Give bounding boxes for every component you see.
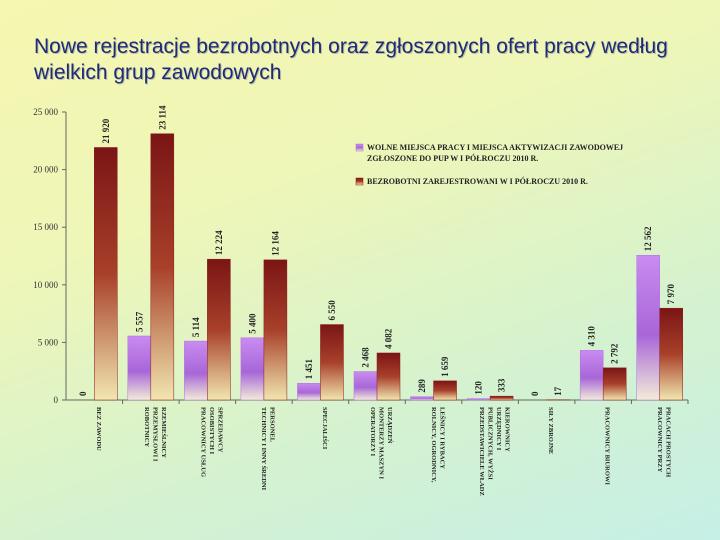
legend-swatch (355, 177, 364, 186)
page-title: Nowe rejestracje bezrobotnych oraz zgłos… (34, 35, 668, 84)
data-label: 12 224 (214, 230, 224, 255)
bar (263, 259, 288, 401)
bar (466, 398, 491, 401)
x-tick-label: PRZEDSTAWICIELE WŁADZ (478, 407, 485, 496)
bar (579, 350, 604, 401)
bar (207, 258, 231, 401)
x-axis: BEZ ZAWODU ROBOTNICY PRZEMYSŁOWI I RZEMIEŚL… (95, 400, 689, 496)
x-tick-label: URZĘDNICY I (495, 407, 502, 451)
data-label: 2 468 (361, 347, 371, 368)
data-label: 5 400 (247, 313, 257, 334)
data-label: 17 (553, 386, 563, 396)
legend-label: BEZROBOTNI ZAREJESTROWANI W I PÓŁROCZU 2… (367, 176, 588, 186)
x-tick-label: BEZ ZAWODU (95, 407, 102, 451)
legend: WOLNE MIEJSCA PRACY I MIEJSCA AKTYWIZACJ… (355, 143, 623, 186)
y-tick-label: 5 000 (38, 337, 59, 347)
x-tick-label: MONTERZY MASZYN I (378, 407, 385, 479)
legend-label: ZGŁOSZONE DO PUP W I PÓŁROCZU 2010 R. (367, 153, 538, 163)
data-label: 7 970 (666, 283, 676, 304)
y-tick-label: 0 (54, 395, 59, 405)
x-tick-label: PUBLICZNYCH, WYŻSI (486, 407, 493, 480)
x-tick-label: URZĄDZEŃ (386, 407, 394, 444)
data-label: 120 (474, 381, 484, 395)
bar (297, 383, 321, 401)
data-label: 5 114 (191, 317, 201, 337)
x-tick-label: ROLNICY, OGRODNICY, (430, 407, 437, 483)
data-label: 6 550 (327, 300, 337, 321)
bar (659, 307, 683, 401)
legend-label: WOLNE MIEJSCA PRACY I MIEJSCA AKTYWIZACJ… (367, 143, 623, 152)
x-tick-label: SPRZEDAWCY (216, 407, 223, 453)
x-tick-label: SPECJALIŚCI (321, 407, 329, 450)
x-tick-label: RZEMIEŚLNICY (160, 407, 168, 458)
bar (489, 395, 514, 401)
x-tick-label: SIŁY ZBROJNE (547, 407, 554, 454)
bar (320, 324, 344, 401)
data-label: 0 (78, 391, 88, 396)
x-tick-label: PRACOWNICY BIUROWI (604, 407, 611, 485)
y-tick-label: 25 000 (33, 107, 58, 117)
x-tick-label: KIEROWNICY (503, 407, 510, 452)
data-label: 1 451 (304, 359, 314, 380)
x-tick-label: ROBOTNICY (143, 407, 150, 447)
bar (353, 371, 378, 401)
bar (636, 255, 660, 401)
data-label: 12 164 (270, 231, 280, 256)
bar (433, 380, 457, 401)
data-label: 21 920 (101, 118, 111, 143)
legend-swatch (355, 143, 364, 152)
data-labels: 0 21 920 5 557 23 114 5 114 12 224 5 400 12 164… (78, 105, 676, 396)
bar (602, 367, 627, 401)
data-label: 2 792 (610, 343, 620, 364)
x-tick-label: LEŚNICY I RYBACY (438, 407, 446, 469)
bar (240, 337, 265, 401)
data-label: 0 (530, 391, 540, 396)
bar (127, 335, 152, 401)
x-tick-label: PRZEMYSŁOWI I (151, 407, 158, 462)
bar (94, 147, 118, 401)
x-tick-label: TECHNICY I INNY ŚREDNI (260, 407, 268, 491)
bar (410, 396, 434, 401)
data-label: 289 (417, 379, 427, 393)
x-tick-label: PRACACH PROSTYCH (664, 407, 671, 477)
x-tick-label: OPERATORZY I (369, 407, 376, 457)
x-tick-label: PRACOWNICY USŁUG (199, 407, 206, 477)
bar (184, 340, 208, 401)
data-label: 4 310 (587, 326, 597, 347)
y-tick-label: 10 000 (33, 280, 58, 290)
data-label: 333 (497, 378, 507, 392)
data-label: 23 114 (157, 105, 167, 130)
bar (376, 352, 401, 401)
data-label: 1 659 (440, 356, 450, 377)
y-tick-label: 20 000 (33, 165, 58, 175)
x-tick-label: PERSONEL (269, 407, 276, 443)
data-label: 4 082 (384, 328, 394, 349)
x-tick-label: PRACOWNICY PRZY (656, 407, 663, 473)
bars (94, 133, 683, 401)
x-tick-label: OSOBISTYCH I (208, 407, 215, 455)
bar (150, 133, 175, 401)
data-label: 12 562 (643, 226, 653, 251)
y-tick-label: 15 000 (33, 222, 58, 232)
data-label: 5 557 (134, 311, 144, 332)
